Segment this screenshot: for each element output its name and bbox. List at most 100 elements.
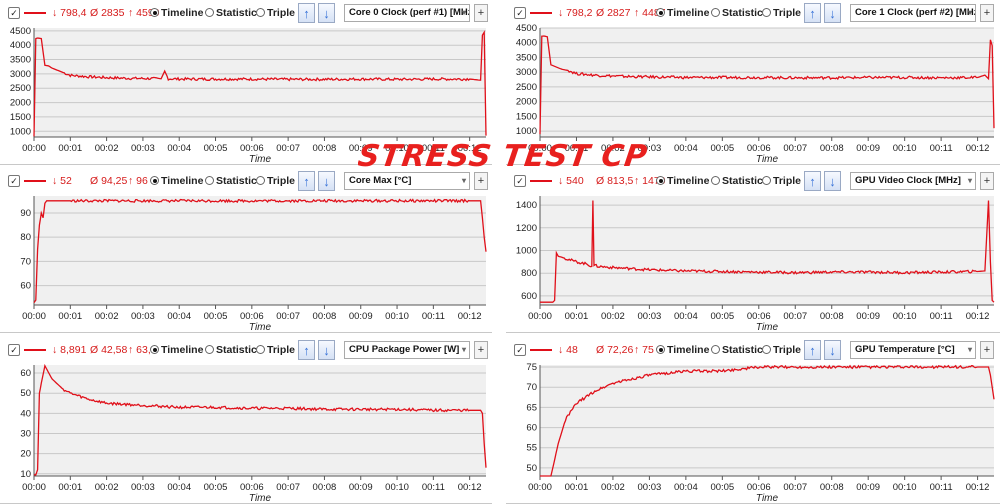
sensor-select[interactable]: Core 1 Clock (perf #2) [MHz] ▾ xyxy=(850,4,976,22)
visibility-checkbox[interactable]: ✓ xyxy=(514,7,526,19)
x-tick-label: 00:11 xyxy=(930,482,953,493)
visibility-checkbox[interactable]: ✓ xyxy=(8,175,20,187)
line-chart: 600 800 1000 1200 1400 00:00 00:01 00:02 00:03 00… xyxy=(516,196,995,333)
line-chart: 1000 1500 2000 2500 3000 3500 4000 4500 00:00 00:… xyxy=(516,23,995,165)
arrow-down-icon[interactable]: ↓ xyxy=(318,340,335,360)
sensor-select[interactable]: CPU Package Power [W] ▾ xyxy=(344,341,470,359)
radio-label-timeline: Timeline xyxy=(161,175,204,187)
arrow-up-icon[interactable]: ↑ xyxy=(298,340,315,360)
radio-statistic[interactable] xyxy=(711,345,720,354)
x-tick-label: 00:11 xyxy=(422,482,445,493)
radio-label-triple: Triple xyxy=(773,7,802,19)
add-graph-button[interactable]: + xyxy=(474,341,488,359)
x-tick-label: 00:05 xyxy=(710,311,734,322)
arrow-down-icon[interactable]: ↓ xyxy=(318,171,335,191)
sensor-select[interactable]: Core 0 Clock (perf #1) [MHz] ▾ xyxy=(344,4,470,22)
arrow-down-icon[interactable]: ↓ xyxy=(318,3,335,23)
radio-timeline[interactable] xyxy=(150,345,159,354)
stat-min: ↓ 48 xyxy=(558,344,578,356)
arrow-up-icon[interactable]: ↑ xyxy=(804,340,821,360)
x-tick-label: 00:08 xyxy=(820,143,844,154)
x-tick-label: 00:04 xyxy=(167,311,191,322)
x-tick-label: 00:07 xyxy=(276,143,300,154)
y-tick-label: 50 xyxy=(526,463,537,474)
stat-min: ↓ 540 xyxy=(558,175,584,187)
add-graph-button[interactable]: + xyxy=(980,341,994,359)
x-tick-label: 00:12 xyxy=(458,143,482,154)
radio-triple[interactable] xyxy=(762,8,771,17)
y-tick-label: 1500 xyxy=(516,111,537,122)
radio-triple[interactable] xyxy=(762,345,771,354)
radio-statistic[interactable] xyxy=(711,176,720,185)
y-tick-label: 55 xyxy=(526,443,537,454)
radio-triple[interactable] xyxy=(256,176,265,185)
x-tick-label: 00:10 xyxy=(893,311,917,322)
line-chart: 60 70 80 90 00:00 00:01 00:02 00:03 00:04 00:05 00… xyxy=(20,196,487,333)
radio-statistic[interactable] xyxy=(711,8,720,17)
arrow-up-icon[interactable]: ↑ xyxy=(298,3,315,23)
arrow-up-icon[interactable]: ↑ xyxy=(804,3,821,23)
x-tick-label: 00:12 xyxy=(458,311,482,322)
arrow-up-icon[interactable]: ↑ xyxy=(298,171,315,191)
radio-label-timeline: Timeline xyxy=(667,344,710,356)
x-tick-label: 00:01 xyxy=(565,143,589,154)
radio-timeline[interactable] xyxy=(150,176,159,185)
x-axis-label: Time xyxy=(249,154,272,165)
y-tick-label: 20 xyxy=(20,449,31,460)
radio-timeline[interactable] xyxy=(150,8,159,17)
radio-triple[interactable] xyxy=(256,345,265,354)
radio-timeline[interactable] xyxy=(656,8,665,17)
x-tick-label: 00:08 xyxy=(820,482,844,493)
radio-timeline[interactable] xyxy=(656,176,665,185)
stat-max: ↑ 63,6 xyxy=(128,344,157,356)
stat-min: ↓ 798,4 xyxy=(52,7,87,19)
add-graph-button[interactable]: + xyxy=(474,4,488,22)
visibility-checkbox[interactable]: ✓ xyxy=(8,7,20,19)
x-tick-label: 00:00 xyxy=(528,482,552,493)
y-tick-label: 1400 xyxy=(516,200,537,211)
radio-timeline[interactable] xyxy=(656,345,665,354)
y-tick-label: 3000 xyxy=(10,69,31,80)
sensor-select-value: Core 0 Clock (perf #1) [MHz] xyxy=(349,7,470,18)
line-chart: 1000 1500 2000 2500 3000 3500 4000 4500 00:00 00:… xyxy=(10,26,487,165)
add-graph-button[interactable]: + xyxy=(474,172,488,190)
radio-label-statistic: Statistic xyxy=(216,175,257,187)
series-color-swatch xyxy=(24,349,46,351)
series-color-swatch xyxy=(24,12,46,14)
series-color-swatch xyxy=(24,180,46,182)
panel-divider xyxy=(0,332,492,333)
plot-area xyxy=(34,196,486,305)
x-tick-label: 00:04 xyxy=(674,143,698,154)
arrow-down-icon[interactable]: ↓ xyxy=(824,340,841,360)
radio-statistic[interactable] xyxy=(205,176,214,185)
y-tick-label: 4000 xyxy=(516,38,537,49)
plot-area xyxy=(34,28,486,137)
radio-triple[interactable] xyxy=(256,8,265,17)
radio-triple[interactable] xyxy=(762,176,771,185)
chevron-down-icon: ▾ xyxy=(461,8,466,17)
x-tick-label: 00:04 xyxy=(674,311,698,322)
panel-toolbar: ✓ ↓ 798,4 Ø 2835 ↑ 4590 Timeline Statistic Tri… xyxy=(0,0,492,26)
visibility-checkbox[interactable]: ✓ xyxy=(8,344,20,356)
x-tick-label: 00:01 xyxy=(565,311,589,322)
arrow-down-icon[interactable]: ↓ xyxy=(824,3,841,23)
arrow-up-icon[interactable]: ↑ xyxy=(804,171,821,191)
visibility-checkbox[interactable]: ✓ xyxy=(514,175,526,187)
chevron-down-icon: ▾ xyxy=(967,176,972,185)
stat-avg: Ø 813,5 xyxy=(596,175,634,187)
visibility-checkbox[interactable]: ✓ xyxy=(514,344,526,356)
y-tick-label: 70 xyxy=(526,382,537,393)
radio-statistic[interactable] xyxy=(205,8,214,17)
radio-label-triple: Triple xyxy=(267,344,296,356)
add-graph-button[interactable]: + xyxy=(980,4,994,22)
radio-label-timeline: Timeline xyxy=(667,7,710,19)
sensor-select[interactable]: GPU Temperature [°C] ▾ xyxy=(850,341,976,359)
arrow-down-icon[interactable]: ↓ xyxy=(824,171,841,191)
add-graph-button[interactable]: + xyxy=(980,172,994,190)
sensor-select[interactable]: GPU Video Clock [MHz] ▾ xyxy=(850,172,976,190)
stat-min: ↓ 52 xyxy=(52,175,72,187)
sensor-select[interactable]: Core Max [°C] ▾ xyxy=(344,172,470,190)
stress-test-title: STRESS TEST CPU+GPU xyxy=(358,139,648,174)
x-tick-label: 00:11 xyxy=(422,311,445,322)
radio-statistic[interactable] xyxy=(205,345,214,354)
